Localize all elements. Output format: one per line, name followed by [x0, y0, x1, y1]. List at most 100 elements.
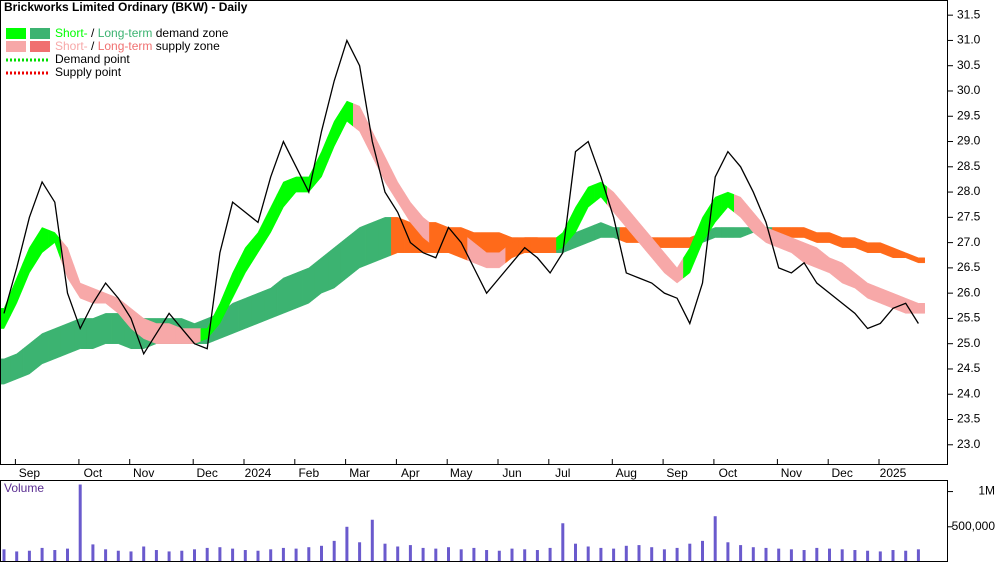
legend-text: Demand point — [55, 52, 130, 66]
legend-label: Demand point — [55, 52, 130, 66]
y-tick-label: 24.5 — [957, 361, 981, 375]
x-tick-label: Dec — [197, 466, 218, 480]
volume-bar — [154, 550, 158, 562]
volume-bar — [650, 547, 654, 562]
x-tick-label: 2025 — [880, 466, 907, 480]
zones — [0, 100, 925, 385]
zone-segment — [594, 222, 608, 241]
zone-segment — [289, 270, 303, 312]
zone-segment — [911, 254, 925, 264]
chart-title: Brickworks Limited Ordinary (BKW) - Dail… — [4, 0, 248, 14]
legend-text: Long-term — [98, 26, 153, 40]
volume-bar — [891, 550, 895, 562]
zone-segment — [276, 275, 290, 317]
volume-bar — [688, 543, 692, 562]
legend-label: Supply point — [55, 65, 122, 79]
legend-text: demand zone — [152, 26, 228, 40]
legend-label: Short- / Long-term supply zone — [55, 39, 220, 53]
legend-swatch — [6, 28, 26, 39]
volume-bar — [116, 550, 120, 562]
price-frame — [0, 0, 948, 465]
volume-bar — [53, 550, 57, 562]
x-tick-label: Oct — [719, 466, 738, 480]
volume-bar — [332, 540, 336, 562]
volume-bar — [853, 550, 857, 562]
y-tick-label: 30.0 — [957, 83, 981, 97]
volume-bar — [535, 550, 539, 562]
x-tick-label: Apr — [401, 466, 420, 480]
volume-bar — [561, 523, 565, 562]
volume-bar — [40, 547, 44, 562]
y-tick-label: 30.5 — [957, 58, 981, 72]
x-tick-label: Sep — [19, 466, 41, 480]
volume-bar — [320, 545, 323, 562]
x-tick-label: Aug — [616, 466, 637, 480]
volume-bar — [726, 542, 730, 562]
volume-bar — [764, 547, 768, 562]
volume-bar — [789, 549, 793, 562]
zone-segment — [378, 217, 392, 261]
volume-bar — [91, 544, 95, 562]
zone-segment — [0, 355, 11, 385]
marks — [2, 38, 920, 562]
volume-bar — [269, 549, 273, 562]
y-tick-label: 29.5 — [957, 108, 981, 122]
x-tick-label: Oct — [84, 466, 103, 480]
volume-bar — [574, 543, 577, 562]
volume-bar — [586, 546, 590, 562]
x-tick-label: Dec — [832, 466, 853, 480]
volume-bar — [713, 516, 717, 562]
zone-segment — [86, 315, 100, 349]
volume-bar — [662, 549, 666, 562]
volume-title: Volume — [4, 481, 44, 495]
volume-bar — [218, 547, 222, 562]
volume-bar — [637, 545, 641, 562]
volume-bar — [675, 547, 679, 562]
y-tick-label: 27.0 — [957, 235, 981, 249]
y-tick-label: 27.5 — [957, 210, 981, 224]
y-tick-label: 23.0 — [957, 437, 981, 451]
volume-bar — [78, 484, 82, 562]
y-tick-label: 29.0 — [957, 134, 981, 148]
volume-bar — [612, 548, 616, 562]
volume-bar — [358, 542, 362, 562]
zone-segment — [48, 325, 62, 362]
y-tick-label: 23.5 — [957, 412, 981, 426]
legend-text: / — [88, 39, 98, 53]
y-tick-label: 28.5 — [957, 159, 981, 173]
y-tick-label: 31.5 — [957, 7, 981, 21]
x-tick-label: Jun — [502, 466, 521, 480]
volume-bar — [434, 548, 438, 562]
y-tick-label: 500,000 — [952, 519, 996, 533]
volume-bar — [167, 551, 171, 562]
y-tick-label: 25.5 — [957, 311, 981, 325]
volume-bar — [180, 550, 184, 562]
volume-bar — [294, 548, 298, 562]
zone-segment — [530, 237, 544, 253]
volume-bar — [472, 547, 476, 562]
volume-bar — [599, 547, 603, 562]
zone-segment — [670, 237, 684, 248]
x-tick-label: Sep — [666, 466, 688, 480]
zone-segment — [73, 318, 87, 352]
zone-segment — [238, 295, 252, 332]
legend-text: / — [88, 26, 98, 40]
volume-bar — [739, 545, 743, 562]
legend-text: Long-term — [98, 39, 153, 53]
y-tick-label: 1M — [978, 484, 995, 498]
legend-swatch — [6, 41, 26, 52]
legend-swatch — [30, 41, 50, 52]
volume-bar — [243, 550, 247, 562]
x-tick-label: 2024 — [245, 466, 272, 480]
volume-bar — [777, 548, 781, 562]
volume-bar — [815, 547, 819, 562]
volume-bar — [866, 550, 870, 562]
volume-bar — [15, 551, 19, 562]
volume-bar — [904, 550, 908, 562]
zone-segment — [99, 313, 113, 347]
volume-bar — [370, 519, 374, 562]
volume-bar — [828, 548, 831, 562]
volume-bar — [878, 551, 882, 562]
